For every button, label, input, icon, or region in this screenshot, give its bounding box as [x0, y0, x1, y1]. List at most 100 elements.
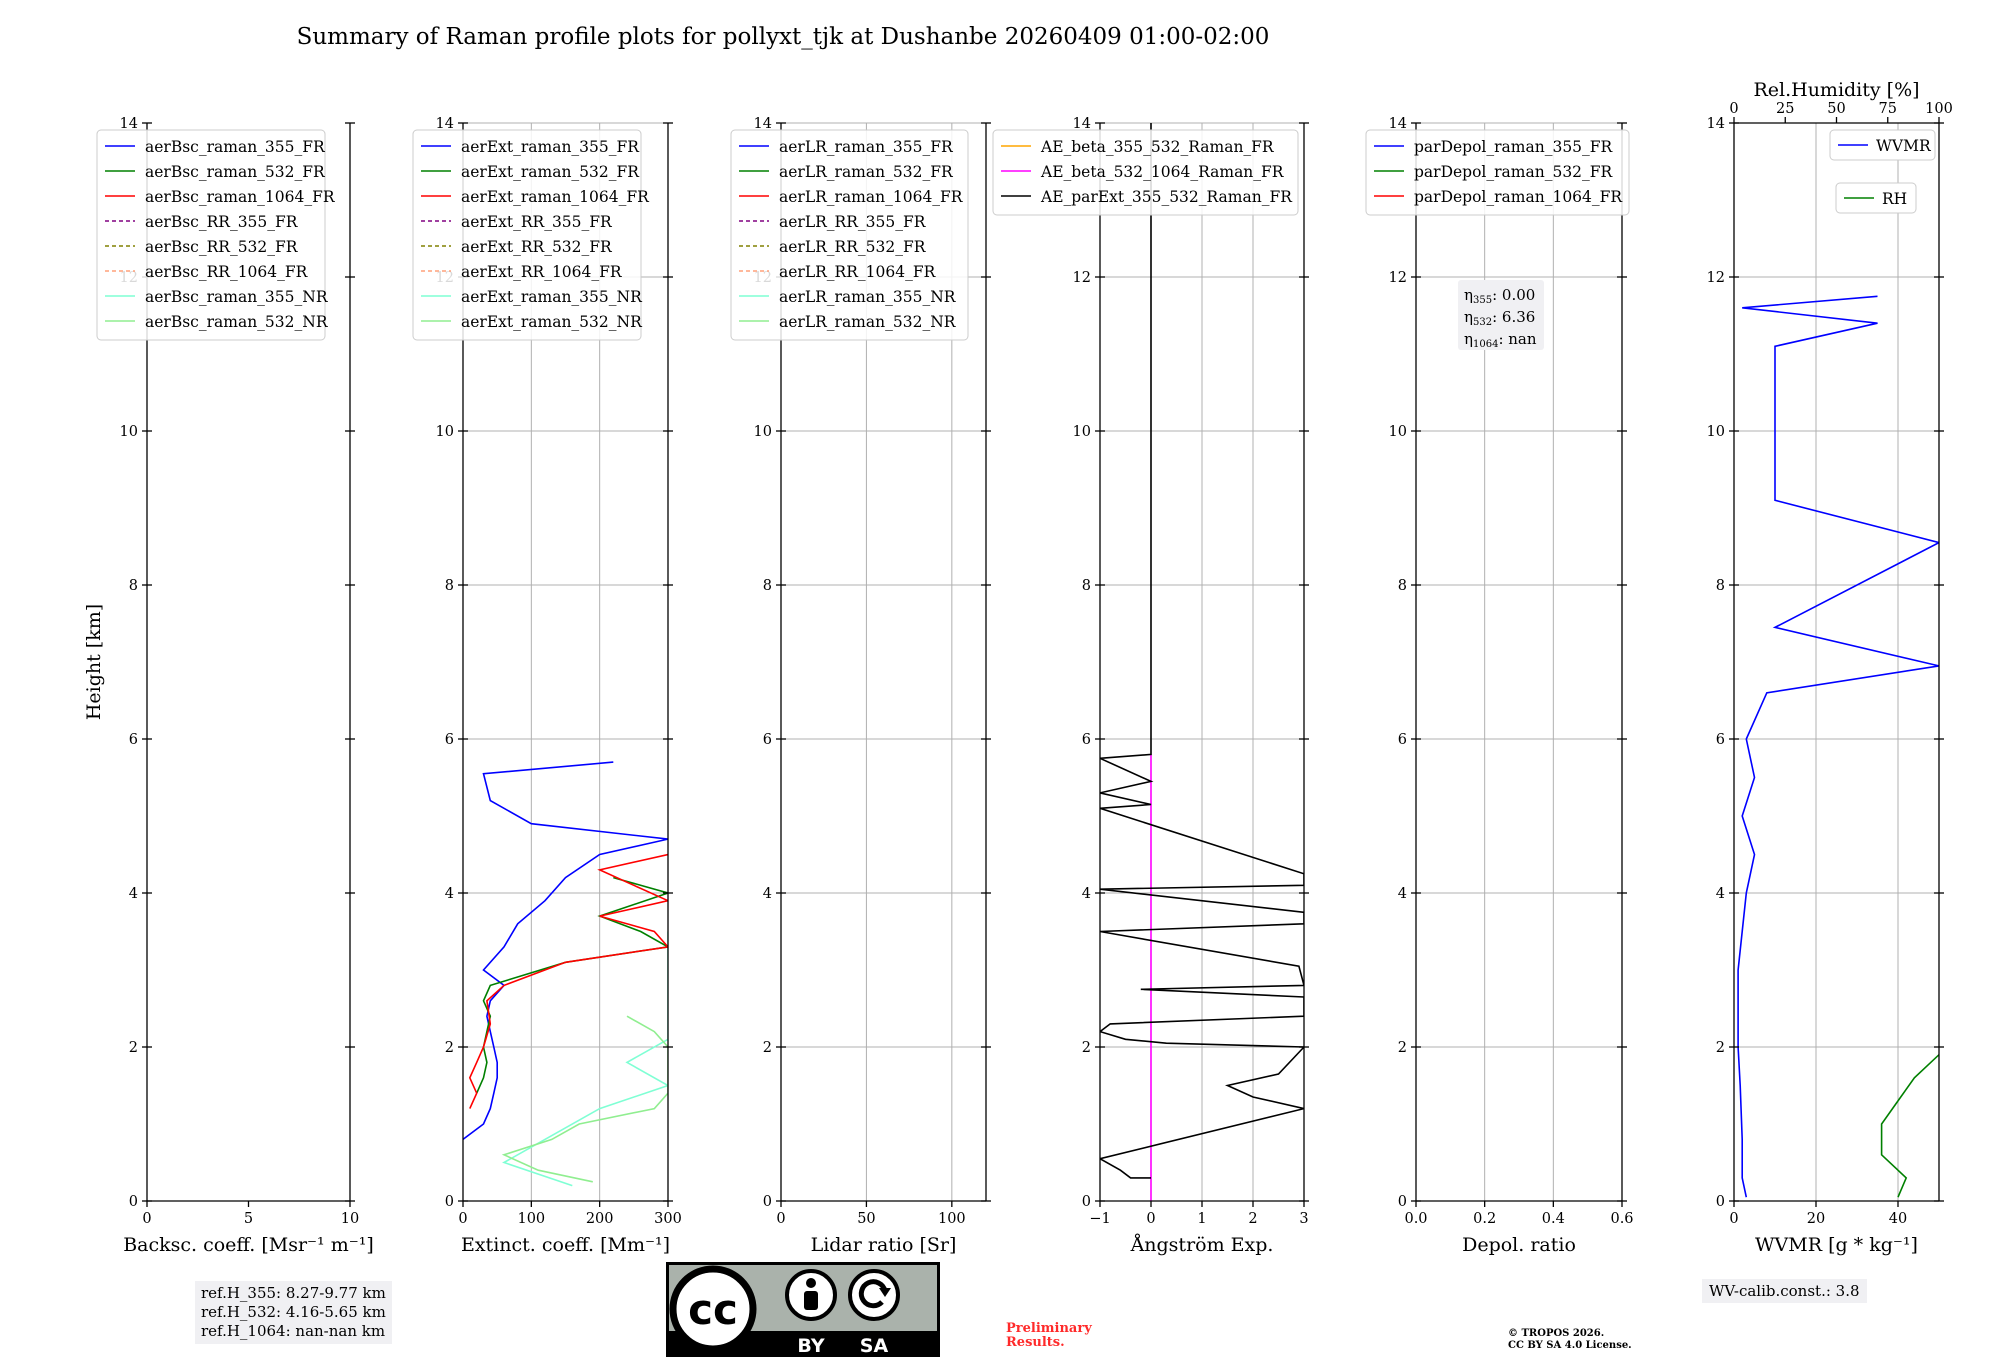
x-tick-label: 0	[1729, 1211, 1738, 1227]
depol-annotation-line: η1064: nan	[1464, 330, 1537, 350]
y-tick-label: 14	[1389, 116, 1407, 132]
y-tick-label: 14	[1707, 116, 1725, 132]
figure-title: Summary of Raman profile plots for polly…	[297, 24, 1270, 50]
x-tick-label: 0	[1146, 1211, 1155, 1227]
series-line-aerExt_raman_1064_FR	[468, 853, 668, 1109]
reference-heights-box: ref.H_355: 8.27-9.77 km ref.H_532: 4.16-…	[195, 1281, 392, 1344]
x-tick-label: 40	[1889, 1211, 1907, 1227]
top-tick-label: 100	[1925, 101, 1953, 117]
y-tick-label: 8	[129, 578, 138, 594]
y-tick-label: 12	[1389, 270, 1407, 286]
y-tick-label: 4	[763, 886, 772, 902]
y-tick-label: 14	[120, 116, 138, 132]
top-tick-label: 75	[1879, 101, 1897, 117]
legend-label: aerExt_RR_532_FR	[461, 238, 613, 256]
y-tick-label: 12	[1707, 270, 1725, 286]
y-tick-label: 10	[1073, 424, 1091, 440]
legend-box-WVMR	[1829, 129, 1936, 161]
legend-box	[1365, 129, 1630, 216]
series-line-aerExt_raman_532_NR	[501, 1015, 668, 1183]
x-tick-label: 20	[1807, 1211, 1825, 1227]
y-tick-label: 6	[1398, 732, 1407, 748]
legend-label: aerExt_RR_355_FR	[461, 213, 613, 231]
y-tick-label: 8	[1398, 578, 1407, 594]
y-tick-label: 10	[1707, 424, 1725, 440]
annotation-symbol: η	[1464, 330, 1473, 348]
x-tick-label: 1	[1197, 1211, 1206, 1227]
panel-3: 02468101214050100Lidar ratio [Sr]aerLR_r…	[730, 116, 991, 1256]
y-tick-label: 10	[1389, 424, 1407, 440]
legend-label: aerExt_RR_1064_FR	[461, 263, 623, 281]
x-tick-label: 0	[142, 1211, 151, 1227]
legend: aerLR_raman_355_FR aerLR_raman_532_FR aerL…	[730, 129, 969, 341]
x-tick-label: 200	[586, 1211, 614, 1227]
x-tick-label: 0.0	[1404, 1211, 1427, 1227]
panel-2: 024681012140100200300Extinct. coeff. [Mm…	[412, 116, 682, 1256]
ref-height-532: ref.H_532: 4.16-5.65 km	[201, 1303, 386, 1321]
x-tick-label: 0.6	[1610, 1211, 1633, 1227]
annotation-value: : nan	[1498, 330, 1536, 348]
top-tick-label: 50	[1827, 101, 1845, 117]
legend: aerBsc_raman_355_FR aerBsc_raman_532_FRae…	[96, 129, 336, 341]
legend-label: WVMR	[1876, 137, 1932, 155]
y-tick-label: 0	[1082, 1194, 1091, 1210]
y-tick-label: 6	[129, 732, 138, 748]
x-tick-label: 0	[458, 1211, 467, 1227]
annotation-symbol: η	[1464, 286, 1473, 304]
badge-sa-label: SA	[860, 1335, 889, 1357]
legend-label: aerLR_raman_355_NR	[779, 288, 957, 306]
x-axis-label: Ångström Exp.	[1130, 1234, 1274, 1256]
copyright-note: © TROPOS 2026. CC BY SA 4.0 License.	[1508, 1328, 1632, 1352]
top-tick-label: 25	[1776, 101, 1794, 117]
legend-label: aerExt_raman_355_FR	[461, 138, 640, 156]
legend: parDepol_raman_355_FR parDepol_raman_532_…	[1365, 129, 1630, 216]
depol-annotation-line: η532: 6.36	[1464, 308, 1535, 328]
x-tick-label: 5	[244, 1211, 253, 1227]
y-tick-label: 2	[763, 1040, 772, 1056]
y-tick-label: 8	[1716, 578, 1725, 594]
legend-label: aerBsc_raman_355_FR	[145, 138, 326, 156]
legend-label: aerBsc_RR_1064_FR	[145, 263, 309, 281]
x-tick-label: 0.4	[1542, 1211, 1565, 1227]
copyright-line-2: CC BY SA 4.0 License.	[1508, 1340, 1632, 1351]
preliminary-line-1: Preliminary	[1006, 1321, 1092, 1336]
series-line-WVMR	[1737, 295, 1939, 1198]
annotation-subscript: 355	[1473, 295, 1492, 306]
top-axis-label: Rel.Humidity [%]	[1753, 79, 1919, 101]
x-tick-label: 2	[1248, 1211, 1257, 1227]
y-tick-label: 2	[129, 1040, 138, 1056]
x-tick-label: 100	[517, 1211, 545, 1227]
y-tick-label: 4	[1716, 886, 1725, 902]
y-tick-label: 0	[129, 1194, 138, 1210]
legend-label: aerLR_raman_1064_FR	[779, 188, 964, 206]
depol-annotation-line: η355: 0.00	[1464, 286, 1535, 306]
legend-label: aerExt_raman_532_FR	[461, 163, 640, 181]
x-tick-label: 50	[857, 1211, 875, 1227]
x-tick-label: −1	[1089, 1211, 1110, 1227]
x-tick-label: 0	[776, 1211, 785, 1227]
legend-label: parDepol_raman_532_FR	[1414, 163, 1614, 181]
series-line-aerExt_raman_355_FR	[463, 761, 668, 1141]
legend-box	[96, 129, 326, 341]
legend-box	[992, 129, 1299, 216]
ref-height-355: ref.H_355: 8.27-9.77 km	[201, 1284, 386, 1302]
legend-box	[412, 129, 642, 341]
legend-label: RH	[1882, 190, 1907, 208]
panel-5: 0 2 4 6 8 10 12 14 0.0 0.2 0.4 0.6 Depol. ratio parDe…	[1365, 116, 1634, 1256]
legend-label: AE_beta_532_1064_Raman_FR	[1040, 163, 1285, 181]
legend-label: aerBsc_raman_532_NR	[145, 313, 329, 331]
y-tick-label: 6	[1716, 732, 1725, 748]
legend: WVMR RH	[1829, 129, 1936, 214]
y-tick-label: 6	[763, 732, 772, 748]
legend-label: aerLR_RR_532_FR	[779, 238, 927, 256]
y-tick-label: 2	[1082, 1040, 1091, 1056]
legend-label: aerLR_raman_532_FR	[779, 163, 954, 181]
y-tick-label: 8	[445, 578, 454, 594]
y-tick-label: 4	[1082, 886, 1091, 902]
legend-label: AE_parExt_355_532_Raman_FR	[1040, 188, 1293, 206]
legend-label: aerBsc_RR_355_FR	[145, 213, 299, 231]
preliminary-line-2: Results.	[1006, 1335, 1065, 1350]
